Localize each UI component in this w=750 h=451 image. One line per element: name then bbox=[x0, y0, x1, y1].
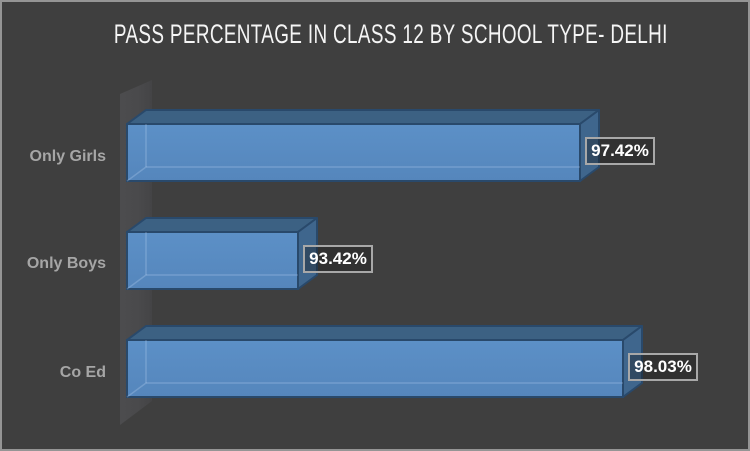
category-label-text: Co Ed bbox=[59, 364, 106, 381]
data-label-only-girls: 97.42% bbox=[585, 137, 655, 165]
data-label-only-boys: 93.42% bbox=[303, 245, 373, 273]
bars-group bbox=[126, 109, 643, 398]
bar-top-face bbox=[126, 217, 318, 233]
bar-front-face bbox=[126, 231, 299, 290]
category-label-only-girls: Only Girls bbox=[2, 146, 106, 168]
data-label-text: 98.03% bbox=[634, 357, 692, 376]
bar-only-boys bbox=[126, 217, 318, 290]
bar-inner-edge-diagonal bbox=[126, 166, 147, 182]
bar-inner-edge-diagonal bbox=[126, 382, 147, 398]
data-label-text: 93.42% bbox=[309, 249, 367, 268]
bar-front-face bbox=[126, 339, 624, 398]
chart-title: PASS PERCENTAGE IN CLASS 12 BY SCHOOL TY… bbox=[113, 19, 668, 49]
category-label-text: Only Girls bbox=[29, 148, 106, 165]
category-label-text: Only Boys bbox=[26, 255, 106, 272]
bar-co-ed bbox=[126, 325, 643, 398]
data-label-co-ed: 98.03% bbox=[628, 353, 698, 381]
data-label-text: 97.42% bbox=[591, 141, 649, 160]
bar-only-girls bbox=[126, 109, 600, 182]
bar-inner-edge-diagonal bbox=[126, 274, 147, 290]
bar-front-face bbox=[126, 123, 581, 182]
bar-top-face bbox=[126, 109, 600, 125]
category-label-only-boys: Only Boys bbox=[2, 253, 106, 275]
category-label-co-ed: Co Ed bbox=[2, 362, 106, 384]
bar-top-face bbox=[126, 325, 643, 341]
